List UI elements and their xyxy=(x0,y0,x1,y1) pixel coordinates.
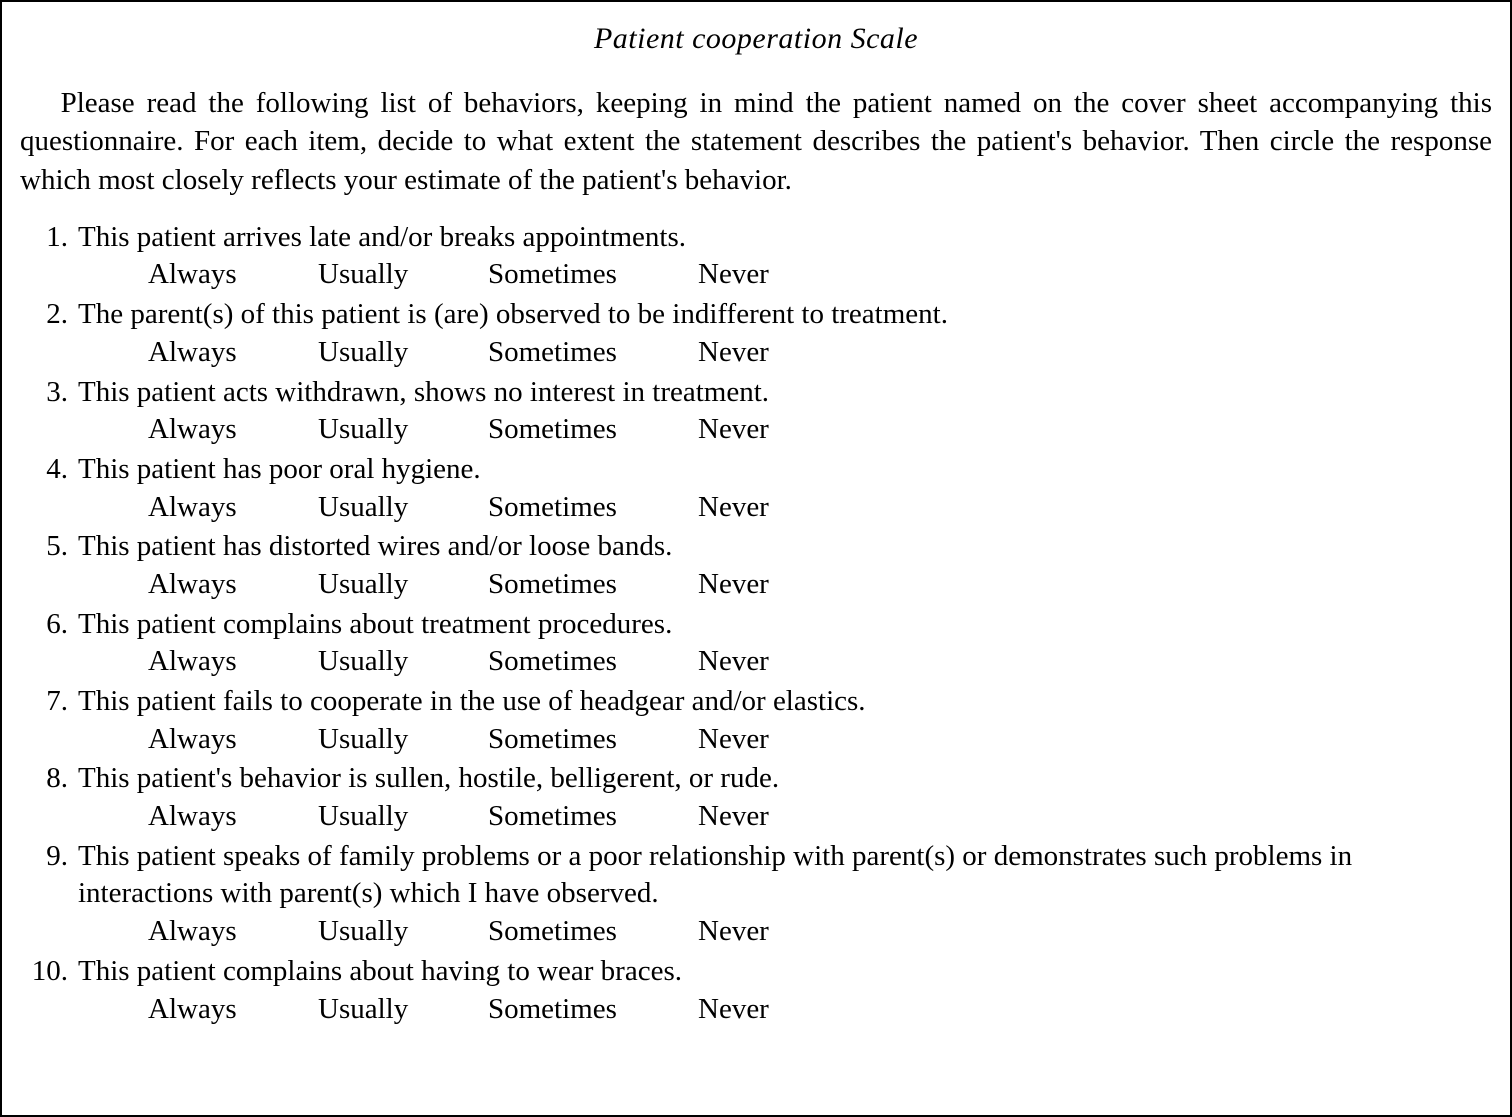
questionnaire-page: Patient cooperation Scale Please read th… xyxy=(0,0,1512,1117)
option-usually[interactable]: Usually xyxy=(318,913,488,951)
option-sometimes[interactable]: Sometimes xyxy=(488,566,698,604)
question-number: 5. xyxy=(20,528,78,566)
option-never[interactable]: Never xyxy=(698,566,848,604)
option-never[interactable]: Never xyxy=(698,489,848,527)
response-options: AlwaysUsuallySometimesNever xyxy=(20,798,1492,836)
question-item: 9.This patient speaks of family problems… xyxy=(20,838,1492,951)
page-title: Patient cooperation Scale xyxy=(20,22,1492,56)
option-always[interactable]: Always xyxy=(148,991,318,1029)
question-number: 7. xyxy=(20,683,78,721)
option-usually[interactable]: Usually xyxy=(318,643,488,681)
question-number: 10. xyxy=(20,953,78,991)
question-text: The parent(s) of this patient is (are) o… xyxy=(78,296,1492,334)
question-text: This patient speaks of family problems o… xyxy=(78,838,1492,913)
option-never[interactable]: Never xyxy=(698,721,848,759)
option-never[interactable]: Never xyxy=(698,643,848,681)
option-always[interactable]: Always xyxy=(148,798,318,836)
response-options: AlwaysUsuallySometimesNever xyxy=(20,566,1492,604)
option-usually[interactable]: Usually xyxy=(318,566,488,604)
option-sometimes[interactable]: Sometimes xyxy=(488,489,698,527)
option-always[interactable]: Always xyxy=(148,411,318,449)
option-usually[interactable]: Usually xyxy=(318,489,488,527)
response-options: AlwaysUsuallySometimesNever xyxy=(20,643,1492,681)
question-text: This patient acts withdrawn, shows no in… xyxy=(78,374,1492,412)
option-sometimes[interactable]: Sometimes xyxy=(488,798,698,836)
question-number: 3. xyxy=(20,374,78,412)
response-options: AlwaysUsuallySometimesNever xyxy=(20,489,1492,527)
question-line: 8.This patient's behavior is sullen, hos… xyxy=(20,760,1492,798)
question-text: This patient complains about having to w… xyxy=(78,953,1492,991)
option-usually[interactable]: Usually xyxy=(318,721,488,759)
option-usually[interactable]: Usually xyxy=(318,256,488,294)
question-item: 5.This patient has distorted wires and/o… xyxy=(20,528,1492,603)
option-always[interactable]: Always xyxy=(148,256,318,294)
option-never[interactable]: Never xyxy=(698,411,848,449)
question-text: This patient has distorted wires and/or … xyxy=(78,528,1492,566)
question-number: 4. xyxy=(20,451,78,489)
question-item: 10.This patient complains about having t… xyxy=(20,953,1492,1028)
question-line: 9.This patient speaks of family problems… xyxy=(20,838,1492,913)
option-never[interactable]: Never xyxy=(698,256,848,294)
response-options: AlwaysUsuallySometimesNever xyxy=(20,721,1492,759)
question-item: 4.This patient has poor oral hygiene.Alw… xyxy=(20,451,1492,526)
question-item: 2.The parent(s) of this patient is (are)… xyxy=(20,296,1492,371)
question-item: 8.This patient's behavior is sullen, hos… xyxy=(20,760,1492,835)
option-always[interactable]: Always xyxy=(148,913,318,951)
question-text: This patient arrives late and/or breaks … xyxy=(78,219,1492,257)
option-usually[interactable]: Usually xyxy=(318,334,488,372)
question-line: 4.This patient has poor oral hygiene. xyxy=(20,451,1492,489)
question-item: 3.This patient acts withdrawn, shows no … xyxy=(20,374,1492,449)
option-always[interactable]: Always xyxy=(148,489,318,527)
question-number: 6. xyxy=(20,606,78,644)
question-number: 1. xyxy=(20,219,78,257)
question-number: 2. xyxy=(20,296,78,334)
response-options: AlwaysUsuallySometimesNever xyxy=(20,334,1492,372)
question-text: This patient fails to cooperate in the u… xyxy=(78,683,1492,721)
option-never[interactable]: Never xyxy=(698,991,848,1029)
response-options: AlwaysUsuallySometimesNever xyxy=(20,991,1492,1029)
option-usually[interactable]: Usually xyxy=(318,411,488,449)
option-always[interactable]: Always xyxy=(148,643,318,681)
response-options: AlwaysUsuallySometimesNever xyxy=(20,411,1492,449)
option-sometimes[interactable]: Sometimes xyxy=(488,991,698,1029)
option-sometimes[interactable]: Sometimes xyxy=(488,411,698,449)
question-text: This patient has poor oral hygiene. xyxy=(78,451,1492,489)
option-usually[interactable]: Usually xyxy=(318,798,488,836)
question-line: 6.This patient complains about treatment… xyxy=(20,606,1492,644)
response-options: AlwaysUsuallySometimesNever xyxy=(20,256,1492,294)
instructions-paragraph: Please read the following list of behavi… xyxy=(20,84,1492,199)
option-sometimes[interactable]: Sometimes xyxy=(488,721,698,759)
option-always[interactable]: Always xyxy=(148,721,318,759)
option-sometimes[interactable]: Sometimes xyxy=(488,913,698,951)
question-number: 8. xyxy=(20,760,78,798)
option-always[interactable]: Always xyxy=(148,566,318,604)
items-list: 1.This patient arrives late and/or break… xyxy=(20,219,1492,1028)
response-options: AlwaysUsuallySometimesNever xyxy=(20,913,1492,951)
option-never[interactable]: Never xyxy=(698,334,848,372)
question-line: 1.This patient arrives late and/or break… xyxy=(20,219,1492,257)
question-line: 2.The parent(s) of this patient is (are)… xyxy=(20,296,1492,334)
question-line: 5.This patient has distorted wires and/o… xyxy=(20,528,1492,566)
option-sometimes[interactable]: Sometimes xyxy=(488,256,698,294)
option-sometimes[interactable]: Sometimes xyxy=(488,643,698,681)
question-item: 6.This patient complains about treatment… xyxy=(20,606,1492,681)
option-sometimes[interactable]: Sometimes xyxy=(488,334,698,372)
question-item: 7.This patient fails to cooperate in the… xyxy=(20,683,1492,758)
question-line: 3.This patient acts withdrawn, shows no … xyxy=(20,374,1492,412)
question-item: 1.This patient arrives late and/or break… xyxy=(20,219,1492,294)
question-text: This patient complains about treatment p… xyxy=(78,606,1492,644)
option-never[interactable]: Never xyxy=(698,913,848,951)
option-never[interactable]: Never xyxy=(698,798,848,836)
option-usually[interactable]: Usually xyxy=(318,991,488,1029)
question-line: 10.This patient complains about having t… xyxy=(20,953,1492,991)
question-number: 9. xyxy=(20,838,78,876)
question-text: This patient's behavior is sullen, hosti… xyxy=(78,760,1492,798)
question-line: 7.This patient fails to cooperate in the… xyxy=(20,683,1492,721)
option-always[interactable]: Always xyxy=(148,334,318,372)
